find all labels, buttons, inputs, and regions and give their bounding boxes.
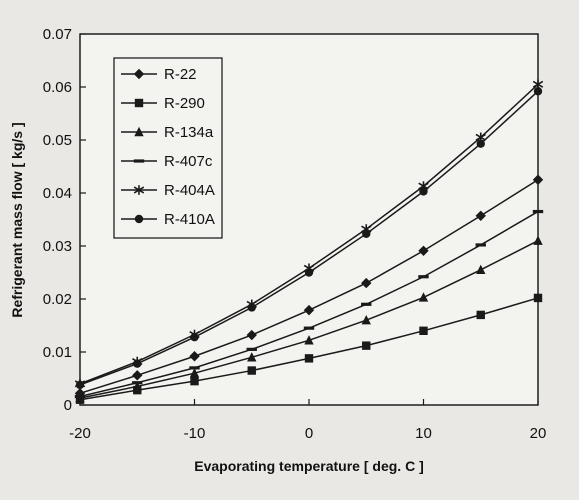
data-point: [476, 264, 486, 275]
data-point: [304, 354, 314, 363]
y-tick-label: 0.06: [43, 79, 72, 96]
data-point: [189, 368, 200, 378]
data-point: [362, 341, 371, 350]
legend-box: [113, 57, 223, 239]
data-point: [247, 366, 256, 375]
series-lines: [74, 79, 544, 404]
data-point: [190, 376, 199, 386]
data-point: [533, 87, 543, 96]
legend-marker: [133, 68, 145, 80]
data-point: [190, 332, 199, 342]
y-tick-label: 0.07: [43, 26, 72, 43]
data-point: [247, 303, 256, 312]
legend-marker: [134, 126, 144, 137]
y-tick-label: 0.03: [43, 238, 72, 255]
series-r-407c: [74, 209, 544, 399]
data-point: [362, 229, 371, 239]
series-r-410a: [75, 87, 543, 390]
x-tick-label: 0: [305, 425, 313, 442]
legend-item: R-134a: [121, 124, 214, 141]
legend-marker: [134, 98, 144, 108]
legend-item: R-407c: [121, 153, 213, 170]
x-axis-title: Evaporating temperature [ deg. C ]: [194, 458, 423, 474]
data-point: [533, 293, 543, 303]
data-point: [303, 304, 315, 316]
legend-label: R-404A: [164, 182, 215, 199]
y-tick-label: 0: [64, 397, 72, 414]
data-point: [75, 380, 85, 390]
legend-label: R-22: [164, 66, 197, 83]
data-point: [476, 139, 485, 148]
data-point: [304, 268, 314, 277]
data-point: [361, 315, 371, 325]
legend-item: R-404A: [121, 182, 215, 199]
x-tick-label: -20: [69, 425, 91, 442]
data-point: [132, 370, 143, 381]
data-point: [304, 335, 314, 345]
x-tick-label: 10: [415, 425, 432, 442]
x-tick-label: -10: [184, 425, 206, 442]
data-point: [475, 210, 486, 221]
data-point: [133, 359, 142, 368]
data-point: [533, 235, 543, 245]
legend-label: R-410A: [164, 211, 215, 228]
legend-marker: [134, 214, 144, 224]
legend-item: R-410A: [121, 211, 215, 228]
y-tick-label: 0.01: [43, 344, 72, 361]
data-point: [132, 381, 142, 391]
data-point: [246, 329, 257, 341]
data-point: [418, 245, 429, 256]
legend-marker: [133, 185, 145, 195]
y-tick-label: 0.02: [43, 291, 72, 308]
legend-label: R-407c: [164, 153, 213, 170]
data-point: [476, 310, 485, 320]
legend-label: R-134a: [164, 124, 214, 141]
data-point: [419, 326, 428, 335]
legend-item: R-290: [121, 95, 205, 112]
data-point: [361, 277, 372, 289]
legend: R-22 R-290 R-134a R-407c R-404A R-410A: [113, 57, 223, 239]
legend-item: R-22: [121, 66, 197, 83]
y-tick-label: 0.04: [43, 185, 72, 202]
data-point: [189, 351, 200, 362]
x-tick-label: 20: [530, 425, 547, 442]
data-point: [418, 292, 429, 302]
y-tick-label: 0.05: [43, 132, 72, 149]
data-point: [419, 187, 428, 196]
y-axis-title: Refrigerant mass flow [ kg/s ]: [9, 122, 25, 317]
legend-label: R-290: [164, 95, 205, 112]
axes: -20 -10 0 10 20 0 0.01 0.02 0.03 0.04 0.05 0.06 0.07: [43, 26, 547, 442]
data-point: [532, 174, 544, 185]
data-point: [247, 352, 257, 362]
